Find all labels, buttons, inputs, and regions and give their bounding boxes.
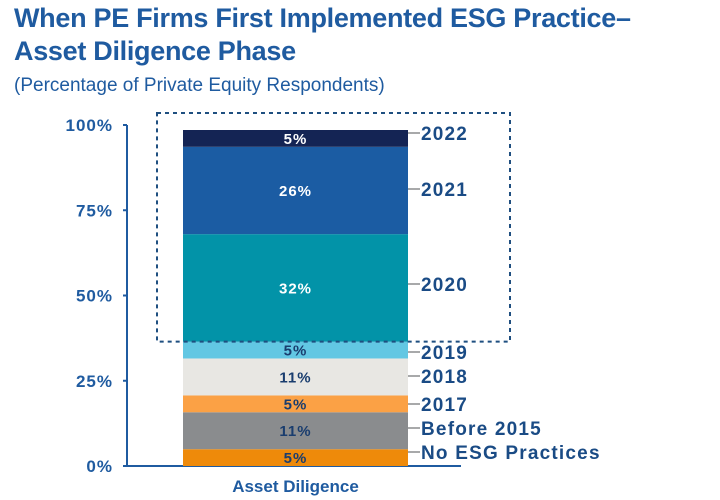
segment-value-label: 5% (284, 131, 308, 148)
bar-segment-2021 (183, 146, 408, 235)
series-label: 2017 (421, 395, 468, 416)
series-label: 2021 (421, 180, 468, 201)
chart-subtitle: (Percentage of Private Equity Respondent… (14, 75, 385, 96)
y-tick-label: 100% (66, 116, 113, 135)
title-line-1: When PE Firms First Implemented ESG Prac… (14, 3, 631, 33)
series-label: No ESG Practices (421, 443, 601, 464)
bar-segment-2017 (183, 395, 408, 413)
segment-value-label: 5% (284, 343, 308, 360)
segment-value-label: 26% (279, 183, 312, 200)
series-label: 2022 (421, 124, 468, 145)
series-label: Before 2015 (421, 419, 542, 440)
bar-segment-2020 (183, 234, 408, 342)
y-tick-label: 75% (76, 201, 113, 220)
chart-title: When PE Firms First Implemented ESG Prac… (14, 2, 631, 68)
bar-segment-2022 (183, 130, 408, 147)
y-tick-label: 50% (76, 287, 113, 306)
segment-value-label: 5% (284, 396, 308, 413)
segment-value-label: 11% (279, 423, 311, 440)
bar-segment-2019 (183, 341, 408, 359)
segment-value-label: 5% (284, 450, 308, 467)
y-tick-label: 0% (86, 457, 113, 476)
bar-segment-2018 (183, 358, 408, 396)
highlight-dashed-box (156, 112, 511, 343)
series-label: 2020 (421, 275, 468, 296)
segment-value-label: 11% (279, 369, 311, 386)
title-line-2: Asset Diligence Phase (14, 36, 296, 66)
y-tick-label: 25% (76, 372, 113, 391)
x-category-label: Asset Diligence (232, 477, 359, 496)
series-label: 2018 (421, 367, 468, 388)
bar-segment-before-2015 (183, 412, 408, 450)
segment-value-label: 32% (279, 280, 312, 297)
series-label: 2019 (421, 343, 468, 364)
bar-segment-no-esg-practices (183, 449, 408, 466)
